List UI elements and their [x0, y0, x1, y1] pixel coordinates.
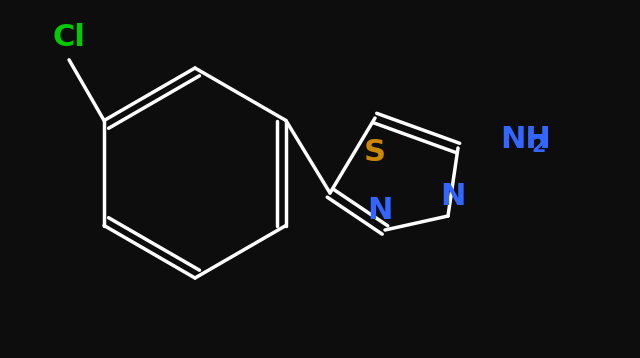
Text: NH: NH [500, 126, 551, 155]
Text: S: S [364, 138, 386, 167]
Text: Cl: Cl [52, 23, 86, 52]
Text: N: N [367, 196, 393, 225]
Text: N: N [440, 182, 466, 211]
Text: 2: 2 [531, 136, 545, 156]
